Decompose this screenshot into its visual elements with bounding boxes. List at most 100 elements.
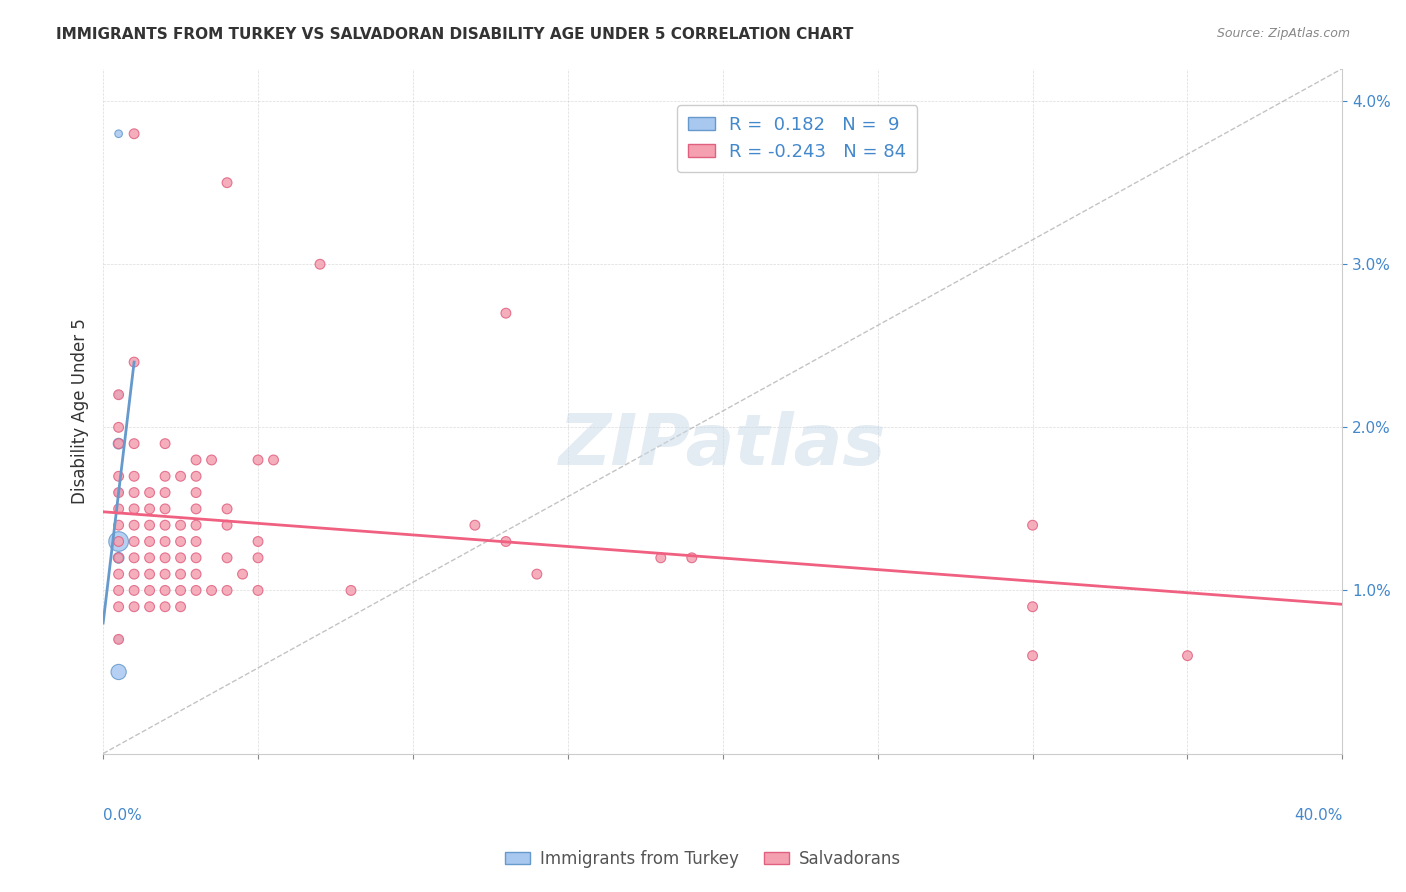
Point bbox=[122, 534, 145, 549]
Point bbox=[122, 436, 145, 450]
Point bbox=[138, 599, 160, 614]
Point bbox=[184, 453, 207, 467]
Point bbox=[107, 469, 129, 483]
Point bbox=[107, 665, 129, 679]
Point bbox=[107, 550, 129, 565]
Point bbox=[107, 127, 129, 141]
Legend: R =  0.182   N =  9, R = -0.243   N = 84: R = 0.182 N = 9, R = -0.243 N = 84 bbox=[676, 105, 917, 171]
Point bbox=[169, 550, 191, 565]
Point bbox=[138, 583, 160, 598]
Text: Source: ZipAtlas.com: Source: ZipAtlas.com bbox=[1216, 27, 1350, 40]
Point bbox=[107, 534, 129, 549]
Point bbox=[107, 485, 129, 500]
Point bbox=[107, 599, 129, 614]
Point bbox=[107, 632, 129, 647]
Point bbox=[247, 550, 270, 565]
Legend: Immigrants from Turkey, Salvadorans: Immigrants from Turkey, Salvadorans bbox=[498, 844, 908, 875]
Point bbox=[340, 583, 363, 598]
Point bbox=[122, 518, 145, 533]
Point bbox=[153, 534, 176, 549]
Point bbox=[107, 567, 129, 582]
Point bbox=[464, 518, 486, 533]
Point bbox=[153, 599, 176, 614]
Point bbox=[184, 469, 207, 483]
Point bbox=[107, 534, 129, 549]
Point bbox=[495, 534, 517, 549]
Point bbox=[138, 567, 160, 582]
Point bbox=[184, 518, 207, 533]
Point bbox=[247, 453, 270, 467]
Point bbox=[107, 583, 129, 598]
Point bbox=[526, 567, 548, 582]
Point bbox=[153, 501, 176, 516]
Point bbox=[107, 420, 129, 434]
Point bbox=[169, 583, 191, 598]
Point bbox=[184, 534, 207, 549]
Point bbox=[153, 485, 176, 500]
Point bbox=[169, 567, 191, 582]
Point bbox=[169, 518, 191, 533]
Point bbox=[232, 567, 254, 582]
Text: ZIPatlas: ZIPatlas bbox=[560, 411, 886, 480]
Point bbox=[263, 453, 285, 467]
Point bbox=[107, 550, 129, 565]
Point bbox=[169, 469, 191, 483]
Point bbox=[215, 550, 238, 565]
Point bbox=[122, 599, 145, 614]
Point bbox=[122, 550, 145, 565]
Point bbox=[122, 355, 145, 369]
Point bbox=[1177, 648, 1199, 663]
Point bbox=[247, 534, 270, 549]
Point bbox=[107, 501, 129, 516]
Point bbox=[153, 518, 176, 533]
Point bbox=[184, 501, 207, 516]
Point bbox=[650, 550, 672, 565]
Point bbox=[153, 567, 176, 582]
Point bbox=[1021, 518, 1043, 533]
Point bbox=[169, 599, 191, 614]
Point bbox=[681, 550, 703, 565]
Point bbox=[107, 436, 129, 450]
Point bbox=[1021, 648, 1043, 663]
Point bbox=[1021, 599, 1043, 614]
Point bbox=[153, 469, 176, 483]
Point bbox=[107, 436, 129, 450]
Point bbox=[107, 388, 129, 402]
Point bbox=[122, 485, 145, 500]
Point bbox=[200, 583, 222, 598]
Point bbox=[153, 550, 176, 565]
Text: IMMIGRANTS FROM TURKEY VS SALVADORAN DISABILITY AGE UNDER 5 CORRELATION CHART: IMMIGRANTS FROM TURKEY VS SALVADORAN DIS… bbox=[56, 27, 853, 42]
Point bbox=[247, 583, 270, 598]
Point bbox=[309, 257, 332, 271]
Text: 40.0%: 40.0% bbox=[1294, 808, 1343, 823]
Point bbox=[122, 469, 145, 483]
Point bbox=[153, 436, 176, 450]
Y-axis label: Disability Age Under 5: Disability Age Under 5 bbox=[72, 318, 89, 504]
Point bbox=[184, 583, 207, 598]
Point bbox=[122, 583, 145, 598]
Point bbox=[138, 501, 160, 516]
Point bbox=[215, 501, 238, 516]
Point bbox=[169, 534, 191, 549]
Point bbox=[122, 127, 145, 141]
Point bbox=[107, 485, 129, 500]
Point bbox=[138, 485, 160, 500]
Point bbox=[215, 518, 238, 533]
Point bbox=[107, 518, 129, 533]
Point bbox=[107, 632, 129, 647]
Point bbox=[184, 550, 207, 565]
Point bbox=[138, 518, 160, 533]
Point bbox=[184, 567, 207, 582]
Point bbox=[153, 583, 176, 598]
Point bbox=[495, 306, 517, 320]
Point bbox=[215, 176, 238, 190]
Point bbox=[107, 550, 129, 565]
Point bbox=[215, 583, 238, 598]
Text: 0.0%: 0.0% bbox=[103, 808, 142, 823]
Point bbox=[138, 534, 160, 549]
Point bbox=[184, 485, 207, 500]
Point bbox=[122, 567, 145, 582]
Point bbox=[200, 453, 222, 467]
Point bbox=[138, 550, 160, 565]
Point bbox=[107, 388, 129, 402]
